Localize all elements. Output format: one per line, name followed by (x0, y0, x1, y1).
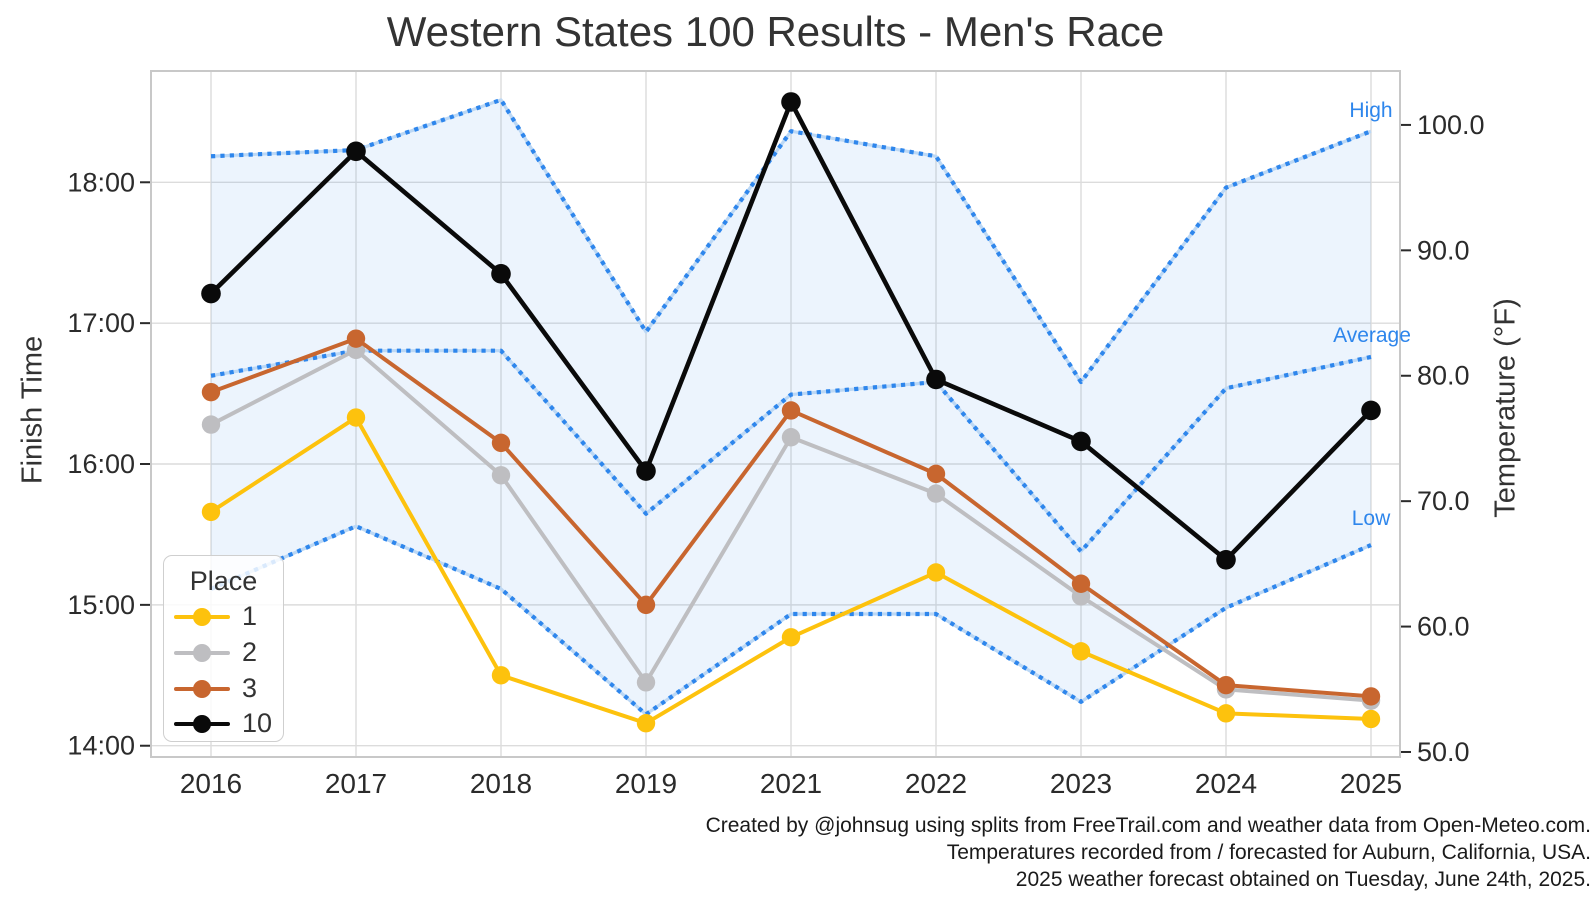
data-point (1361, 687, 1381, 706)
y-left-tick-label: 15:00 (67, 590, 135, 620)
data-point (1216, 675, 1236, 695)
data-point (491, 264, 511, 284)
chart-title: Western States 100 Results - Men's Race (386, 8, 1165, 55)
legend-dot-silver (193, 644, 211, 662)
data-point (491, 466, 511, 485)
x-tick-label: 2017 (325, 768, 387, 799)
axis-ticks: 14:00 15:00 16:00 17:00 18:00 50.0 60.0 70.0 80.… (67, 110, 1484, 799)
data-point (781, 628, 801, 647)
y-right-tick-label: 60.0 (1417, 612, 1470, 642)
series-line-place-3 (201, 329, 1381, 706)
annotation-low: Low (1351, 507, 1391, 530)
data-point (201, 283, 221, 304)
data-point (201, 502, 221, 522)
data-point (1071, 574, 1091, 593)
y-left-tick-label: 18:00 (67, 167, 135, 197)
data-point (636, 673, 656, 692)
data-point (491, 666, 511, 685)
series-line-place-10 (201, 92, 1381, 570)
x-tick-label: 2019 (615, 768, 677, 799)
data-point (926, 464, 946, 484)
y-right-tick-label: 50.0 (1417, 737, 1470, 767)
x-tick-label: 2022 (905, 768, 967, 799)
y-right-tick-label: 80.0 (1417, 361, 1470, 391)
data-point (636, 595, 656, 615)
data-point (346, 141, 366, 162)
data-point (1216, 704, 1236, 723)
data-point (346, 329, 366, 348)
legend-title: Place (189, 566, 258, 596)
data-point (926, 369, 946, 390)
annotation-average: Average (1333, 324, 1411, 347)
legend-item-place-10: 10 (164, 710, 283, 737)
y-right-tick-label: 100.0 (1417, 110, 1485, 140)
data-point (1361, 400, 1381, 421)
data-point (201, 415, 221, 434)
temp-line-high (210, 97, 1372, 385)
data-point (201, 382, 221, 402)
y-right-tick-label: 90.0 (1417, 235, 1470, 265)
data-point (926, 484, 946, 503)
legend-item-place-2: 2 (164, 639, 283, 666)
legend-label: 2 (242, 637, 258, 667)
data-point (781, 401, 801, 420)
legend-dot-gold (193, 608, 211, 626)
annotation-high: High (1349, 99, 1393, 122)
y-axis-label-finish-time: Finish Time (16, 335, 49, 485)
plot-border (150, 70, 1401, 758)
legend-label: 10 (242, 708, 273, 738)
legend-dot-bronze (193, 680, 211, 698)
series-line-place-1 (201, 408, 1381, 733)
y-left-tick-label: 16:00 (67, 449, 135, 479)
caption-line-1: Created by @johnsug using splits from Fr… (705, 814, 1591, 837)
data-point (926, 563, 946, 582)
legend-label: 1 (242, 601, 258, 631)
data-point (1071, 642, 1091, 661)
data-point (781, 428, 801, 447)
data-point (491, 433, 511, 453)
y-right-tick-label: 70.0 (1417, 486, 1470, 516)
caption-line-3: 2025 weather forecast obtained on Tuesda… (1015, 868, 1591, 891)
data-point (1361, 709, 1381, 729)
temp-line-average (210, 348, 1372, 554)
x-tick-label: 2023 (1050, 768, 1112, 799)
attribution-caption: Created by @johnsug using splits from Fr… (706, 812, 1591, 893)
x-tick-label: 2016 (180, 768, 242, 799)
legend-label: 3 (242, 673, 258, 703)
legend-dot-black (193, 715, 211, 733)
data-point (636, 713, 656, 733)
caption-line-2: Temperatures recorded from / forecasted … (946, 841, 1591, 864)
data-point (1071, 431, 1091, 452)
x-tick-label: 2021 (760, 768, 822, 799)
x-tick-label: 2024 (1195, 768, 1257, 799)
legend-item-place-1: 1 (164, 603, 283, 630)
data-point (346, 408, 366, 427)
legend: Place 1 2 3 10 (163, 555, 284, 742)
data-point (636, 461, 656, 481)
gridlines (151, 71, 1400, 757)
data-point (1071, 587, 1091, 606)
data-point (1216, 549, 1236, 570)
legend-item-place-3: 3 (164, 675, 283, 702)
data-point (781, 92, 801, 112)
y-axis-label-temperature: Temperature (°F) (1489, 298, 1522, 518)
y-left-tick-label: 14:00 (67, 731, 135, 761)
x-tick-label: 2025 (1340, 768, 1402, 799)
temp-line-low (210, 524, 1372, 717)
x-tick-label: 2018 (470, 768, 532, 799)
y-left-tick-label: 17:00 (67, 308, 135, 338)
